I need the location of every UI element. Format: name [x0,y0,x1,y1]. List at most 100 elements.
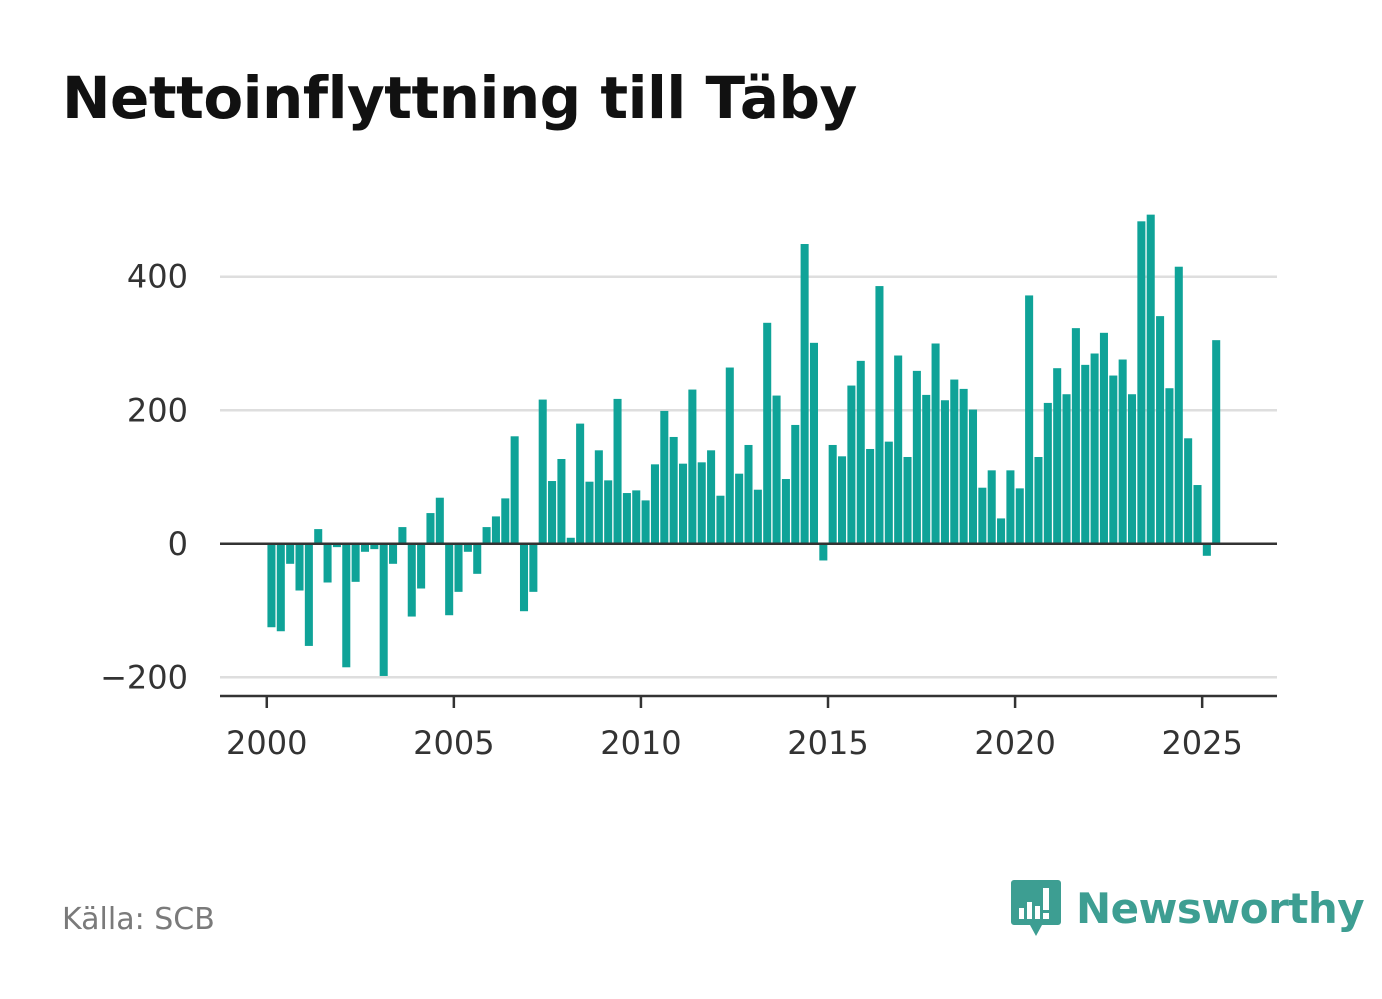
x-axis: 2000 2005 2010 2015 2020 2025 [220,694,1277,762]
bar [445,543,454,616]
bar [856,360,865,544]
bar [613,398,622,544]
bar [463,543,472,552]
bar [894,355,903,544]
bar [398,527,407,544]
bar [716,495,725,544]
bar [1090,353,1099,544]
bar [1006,470,1015,544]
bar [389,543,398,564]
bar [1071,328,1080,544]
x-tick-label: 2000 [226,724,307,762]
bar [1165,388,1174,544]
bar [819,543,828,561]
bar [510,436,519,544]
bar [276,543,285,632]
bar [267,543,276,628]
bar [912,370,921,544]
bar [519,543,529,612]
bar [735,473,744,544]
bar [491,516,500,544]
bar [566,537,575,544]
bar [922,394,931,544]
bar [1212,340,1221,544]
bar [632,490,641,544]
bar [351,543,360,582]
x-tick-label: 2010 [600,724,681,762]
bar [1137,221,1146,544]
x-tick-label: 2005 [413,724,494,762]
bar [1146,214,1155,544]
bar [622,493,631,544]
bar [791,424,800,544]
bar [781,479,790,544]
bar [809,342,819,544]
bar [604,480,613,544]
bar [1062,394,1071,544]
bars [267,214,1221,676]
bar [482,527,491,544]
bar [1118,359,1127,544]
y-axis-ticks: −200 0 200 400 [100,258,188,697]
bar [847,385,856,544]
bar [884,441,893,544]
bar [473,543,482,574]
y-tick-label: 200 [127,391,188,429]
bar [286,543,295,564]
bar [1034,456,1043,544]
bar [875,286,884,544]
bar [1127,394,1137,544]
bar [1156,316,1165,544]
bar [1202,543,1211,556]
bar [641,500,650,544]
y-tick-label: −200 [100,658,188,696]
bar [978,487,987,544]
bar [763,322,772,544]
bar [678,463,688,544]
y-tick-label: 400 [127,258,188,296]
x-tick-label: 2020 [974,724,1055,762]
bar [501,498,510,544]
bar [426,513,435,544]
bar [379,543,388,676]
brand-logo: Newsworthy [1010,878,1365,938]
bar [1015,488,1024,544]
bar [866,448,875,544]
bar [594,450,603,544]
bar [931,343,940,544]
bar [828,444,837,544]
bar [1184,438,1193,544]
bar [997,518,1006,544]
bar [950,379,959,544]
bar [529,543,538,592]
bar [454,543,463,592]
bar [959,388,968,544]
bar [1193,485,1202,544]
bar [557,458,566,544]
bar [707,450,716,544]
bar [688,389,697,544]
bar [1043,402,1052,544]
bar [304,543,313,646]
bar [800,244,809,544]
bar [407,543,416,617]
bar [1053,368,1062,544]
y-tick-label: 0 [168,525,188,563]
bar [660,410,669,544]
chart-title: Nettoinflyttning till Täby [62,64,857,132]
bar [1109,375,1118,544]
bar [314,529,323,544]
bar [987,470,996,544]
bar [669,436,678,544]
bar [332,543,341,548]
bar [548,481,557,544]
x-tick-label: 2025 [1161,724,1242,762]
bar [1099,332,1108,544]
bar [585,481,594,544]
bar [360,543,370,552]
bar [1025,295,1034,544]
bar [940,400,949,544]
bar [903,456,912,544]
bar [342,543,351,668]
